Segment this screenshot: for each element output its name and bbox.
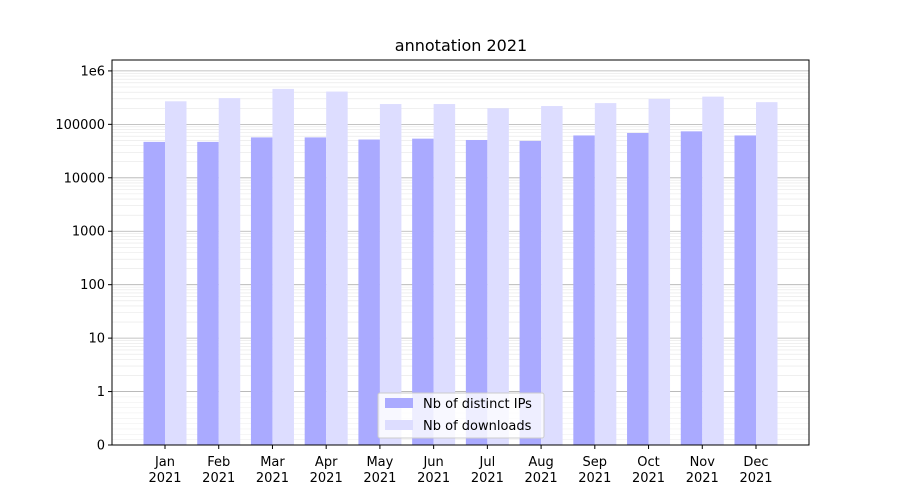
bar-distinct-ips — [519, 140, 542, 445]
bar-distinct-ips — [197, 141, 219, 445]
x-tick-label: Jul 2021 — [471, 455, 504, 486]
x-tick-label-line: 2021 — [632, 471, 665, 486]
bar-downloads — [433, 104, 456, 445]
x-tick-label-line: 2021 — [363, 471, 396, 486]
x-tick-label-line: Apr — [315, 455, 338, 470]
x-tick-label: Nov 2021 — [686, 455, 719, 486]
legend-label-downloads: Nb of downloads — [423, 419, 532, 434]
x-tick-label-line: Aug — [528, 455, 553, 470]
bar-distinct-ips — [627, 132, 649, 445]
bar-downloads — [487, 108, 509, 445]
bar-distinct-ips — [680, 131, 703, 445]
y-tick-label: 100 — [80, 278, 105, 293]
x-tick-label: Jun 2021 — [417, 455, 450, 486]
bars — [143, 88, 778, 446]
legend-frame — [377, 392, 545, 439]
x-tick-label-line: Feb — [207, 455, 230, 470]
bar-distinct-ips — [358, 139, 380, 445]
bar-downloads — [379, 104, 402, 445]
bar-downloads — [326, 91, 348, 445]
y-tick-label: 0 — [97, 439, 105, 454]
x-tick-label-line: Oct — [637, 455, 659, 470]
x-tick-label-line: 2021 — [202, 471, 235, 486]
x-tick-label: Feb 2021 — [202, 455, 235, 486]
y-tick-label: 10000 — [64, 171, 105, 186]
x-tick-label-line: May — [366, 455, 393, 470]
x-tick-label-line: Mar — [260, 455, 285, 470]
x-tick-label-line: 2021 — [256, 471, 289, 486]
bar-downloads — [541, 106, 563, 446]
x-tick-label-line: 2021 — [686, 471, 719, 486]
bar-distinct-ips — [412, 138, 434, 445]
bar-downloads — [648, 98, 671, 445]
bar-distinct-ips — [250, 137, 273, 445]
x-tick-label-line: 2021 — [739, 471, 772, 486]
bar-distinct-ips — [143, 141, 165, 445]
x-tick-label-line: Nov — [690, 455, 716, 470]
x-tick-label: Apr 2021 — [310, 455, 343, 486]
plot-frame — [111, 59, 810, 446]
bar-distinct-ips — [734, 135, 756, 445]
x-tick-label-line: Jun — [422, 455, 443, 470]
chart-title: annotation 2021 — [395, 36, 527, 55]
y-tick-label: 1000 — [72, 225, 105, 240]
x-tick-label-line: Sep — [583, 455, 608, 470]
x-tick-label-line: 2021 — [148, 471, 181, 486]
bar-downloads — [702, 96, 724, 445]
legend: Nb of distinct IPs Nb of downloads — [377, 392, 545, 439]
bar-downloads — [218, 98, 241, 445]
bar-downloads — [756, 102, 778, 446]
x-tick-label: Dec 2021 — [739, 455, 772, 486]
x-tick-label-line: 2021 — [525, 471, 558, 486]
bar-distinct-ips — [573, 135, 595, 445]
x-tick-label-line: Dec — [743, 455, 768, 470]
x-tick-label: Oct 2021 — [632, 455, 665, 486]
x-tick-label-line: 2021 — [578, 471, 611, 486]
x-tick-label: Mar 2021 — [256, 455, 289, 486]
legend-swatch-distinct-ips — [385, 398, 413, 408]
bar-distinct-ips — [304, 137, 327, 445]
bar-distinct-ips — [465, 139, 488, 446]
x-tick-label-line: Jul — [479, 455, 496, 470]
x-tick-label: Sep 2021 — [578, 455, 611, 486]
legend-swatch-downloads — [385, 420, 413, 430]
x-tick-label-line: Jan — [154, 455, 175, 470]
x-tick-label: May 2021 — [363, 455, 396, 486]
bar-downloads — [272, 88, 294, 446]
y-tick-label: 100000 — [55, 118, 105, 133]
y-tick-label: 1e6 — [80, 64, 105, 79]
x-tick-label-line: 2021 — [471, 471, 504, 486]
y-tick-label: 1 — [97, 385, 105, 400]
x-tick-label: Jan 2021 — [148, 455, 181, 486]
x-tick-label-line: 2021 — [310, 471, 343, 486]
legend-label-distinct-ips: Nb of distinct IPs — [423, 397, 532, 412]
x-tick-label: Aug 2021 — [525, 455, 558, 486]
bar-downloads — [165, 101, 187, 446]
y-tick-label: 10 — [88, 332, 105, 347]
bar-downloads — [594, 103, 617, 445]
x-tick-label-line: 2021 — [417, 471, 450, 486]
